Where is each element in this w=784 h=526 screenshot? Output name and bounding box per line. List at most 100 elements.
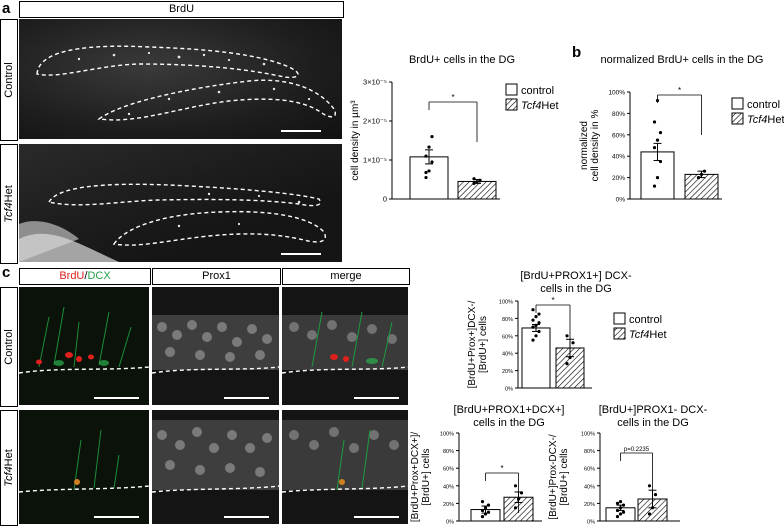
data-point (478, 178, 482, 182)
chart-title: cells in the DG (540, 283, 612, 295)
brdu-dcx-header: BrdU/DCX (19, 268, 151, 285)
data-point (513, 484, 518, 488)
y-tick-label: 20% (584, 502, 595, 508)
y-tick-label: 20% (502, 369, 513, 375)
b-chart: normalized BrdU+ cells in the DG normaliz… (579, 54, 784, 204)
data-point (537, 329, 541, 334)
data-point (519, 491, 524, 495)
y-tick-label: 80% (612, 111, 625, 118)
y-axis-label: [BrdU+Prox+]DCX-/ (467, 300, 478, 388)
data-point (424, 154, 428, 158)
data-point (658, 131, 663, 135)
data-point (480, 508, 485, 513)
brdu-dcx-micrograph-control (19, 287, 149, 405)
data-point (430, 135, 434, 139)
legend: control Tcf4Het (731, 97, 784, 126)
y-axis-label: [BrdU+] cells (421, 449, 432, 506)
data-point (615, 501, 620, 505)
panel-label-c: c (2, 264, 11, 281)
prox1-micrograph-control (152, 287, 279, 405)
data-point (658, 159, 663, 164)
data-point (571, 341, 575, 345)
data-point (430, 160, 434, 164)
y-tick-label: 100% (499, 300, 513, 306)
significance-label: p=0.2235 (624, 447, 650, 453)
legend-swatch (505, 83, 518, 96)
data-point (565, 334, 569, 338)
data-point (531, 338, 535, 342)
data-point (618, 512, 623, 516)
chart-title: [BrdU+]PROX1- DCX- (599, 404, 708, 416)
scale-bar (281, 253, 321, 255)
legend: control Tcf4Het (505, 83, 559, 112)
y-tick-label: 40% (584, 484, 595, 490)
chart-title: [BrdU+PROX1+DCX+] (454, 404, 565, 416)
scale-bar (354, 397, 399, 399)
data-point (424, 170, 428, 175)
data-point (531, 318, 535, 322)
y-axis-label: normalized (579, 121, 590, 170)
scale-bar (354, 516, 399, 518)
panel-label-b: b (572, 44, 582, 61)
legend-swatch (505, 98, 518, 111)
y-axis-label: [BrdU+]Prox-DCX-/ (548, 434, 559, 520)
y-axis-label: [BrdU+Prox+DCX+]/ (410, 432, 421, 523)
c2-chart: [BrdU+PROX1+DCX+]cells in the DG [BrdU+Pr… (410, 404, 564, 526)
data-point (537, 321, 541, 325)
data-point (621, 510, 626, 514)
c3-chart: [BrdU+]PROX1- DCX-cells in the DG [BrdU+]… (548, 404, 708, 526)
data-point (537, 312, 541, 316)
data-point (480, 500, 485, 504)
data-point (615, 515, 620, 519)
data-point (568, 355, 572, 360)
y-tick-label: 1×10⁻⁵ (363, 156, 387, 165)
y-tick-label: 0% (616, 197, 626, 204)
data-point (513, 506, 518, 510)
data-point (534, 323, 538, 327)
legend-swatch (731, 112, 744, 125)
y-tick-label: 0% (587, 520, 595, 526)
data-point (424, 175, 428, 180)
data-point (652, 120, 657, 124)
data-point (655, 138, 660, 142)
merge-header: merge (282, 268, 410, 285)
y-tick-label: 40% (443, 484, 454, 490)
dentate-gyrus-outline-control (36, 45, 336, 121)
data-point (653, 493, 658, 497)
data-point (483, 512, 488, 516)
data-point (531, 325, 535, 329)
scale-bar (224, 516, 269, 518)
bar-control (521, 327, 551, 389)
legend-swatch (731, 97, 744, 110)
brdu-header: BrdU (19, 1, 344, 18)
significance-label: * (500, 464, 503, 473)
legend: control Tcf4Het (613, 312, 667, 341)
y-tick-label: 40% (502, 352, 513, 358)
a-chart: BrdU+ cells in the DG cell density in µm³… (350, 54, 559, 204)
y-tick-label: 0% (446, 520, 454, 526)
prox1-micrograph-tcf4het (152, 410, 279, 524)
y-tick-label: 80% (443, 449, 454, 455)
data-point (534, 315, 538, 319)
data-point (647, 484, 652, 488)
data-point (652, 146, 657, 150)
chart-title: [BrdU+PROX1+] DCX- (520, 270, 632, 282)
merge-micrograph-control (282, 287, 408, 405)
dentate-gyrus-outline-tcf4het (19, 183, 326, 262)
panel-label-a: a (2, 0, 11, 17)
scale-bar (281, 130, 321, 132)
data-point (472, 181, 476, 185)
y-tick-label: 60% (584, 467, 595, 473)
y-tick-label: 40% (612, 154, 625, 161)
data-point (486, 503, 491, 507)
data-point (486, 510, 491, 514)
data-point (647, 512, 652, 516)
y-tick-label: 20% (443, 502, 454, 508)
scale-bar (94, 516, 139, 518)
data-point (696, 176, 701, 180)
row-label-control-a: Control (0, 19, 18, 141)
significance-label: * (678, 86, 681, 95)
brdu-dcx-micrograph-tcf4het (19, 410, 149, 524)
y-tick-label: 80% (502, 317, 513, 323)
